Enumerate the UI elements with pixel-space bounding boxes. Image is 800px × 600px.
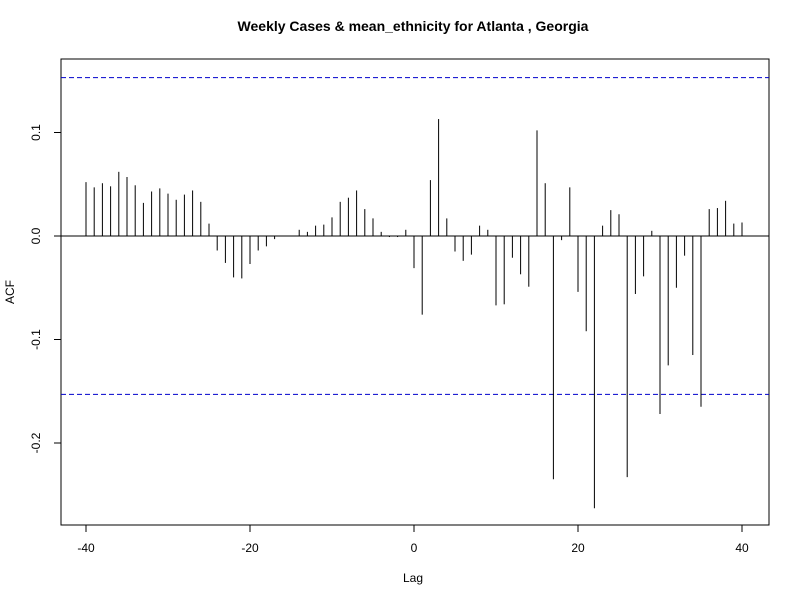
x-tick-label: 20 — [571, 541, 585, 555]
y-tick-label: -0.1 — [29, 329, 43, 350]
confidence-bands — [61, 77, 769, 395]
x-tick-label: -20 — [241, 541, 259, 555]
plot-frame — [60, 58, 770, 526]
y-tick-label: -0.2 — [29, 432, 43, 453]
chart-title: Weekly Cases & mean_ethnicity for Atlant… — [238, 18, 589, 34]
x-axis-label: Lag — [403, 571, 423, 585]
x-tick-label: 0 — [411, 541, 418, 555]
x-tick-label: -40 — [77, 541, 95, 555]
x-axis: -40 -20 0 20 40 — [77, 525, 749, 555]
x-tick-label: 40 — [735, 541, 749, 555]
acf-bars — [85, 119, 743, 509]
y-axis-label: ACF — [3, 280, 17, 304]
y-tick-label: 0.0 — [29, 227, 43, 244]
y-axis: 0.1 0.0 -0.1 -0.2 — [29, 124, 61, 453]
y-tick-label: 0.1 — [29, 124, 43, 141]
